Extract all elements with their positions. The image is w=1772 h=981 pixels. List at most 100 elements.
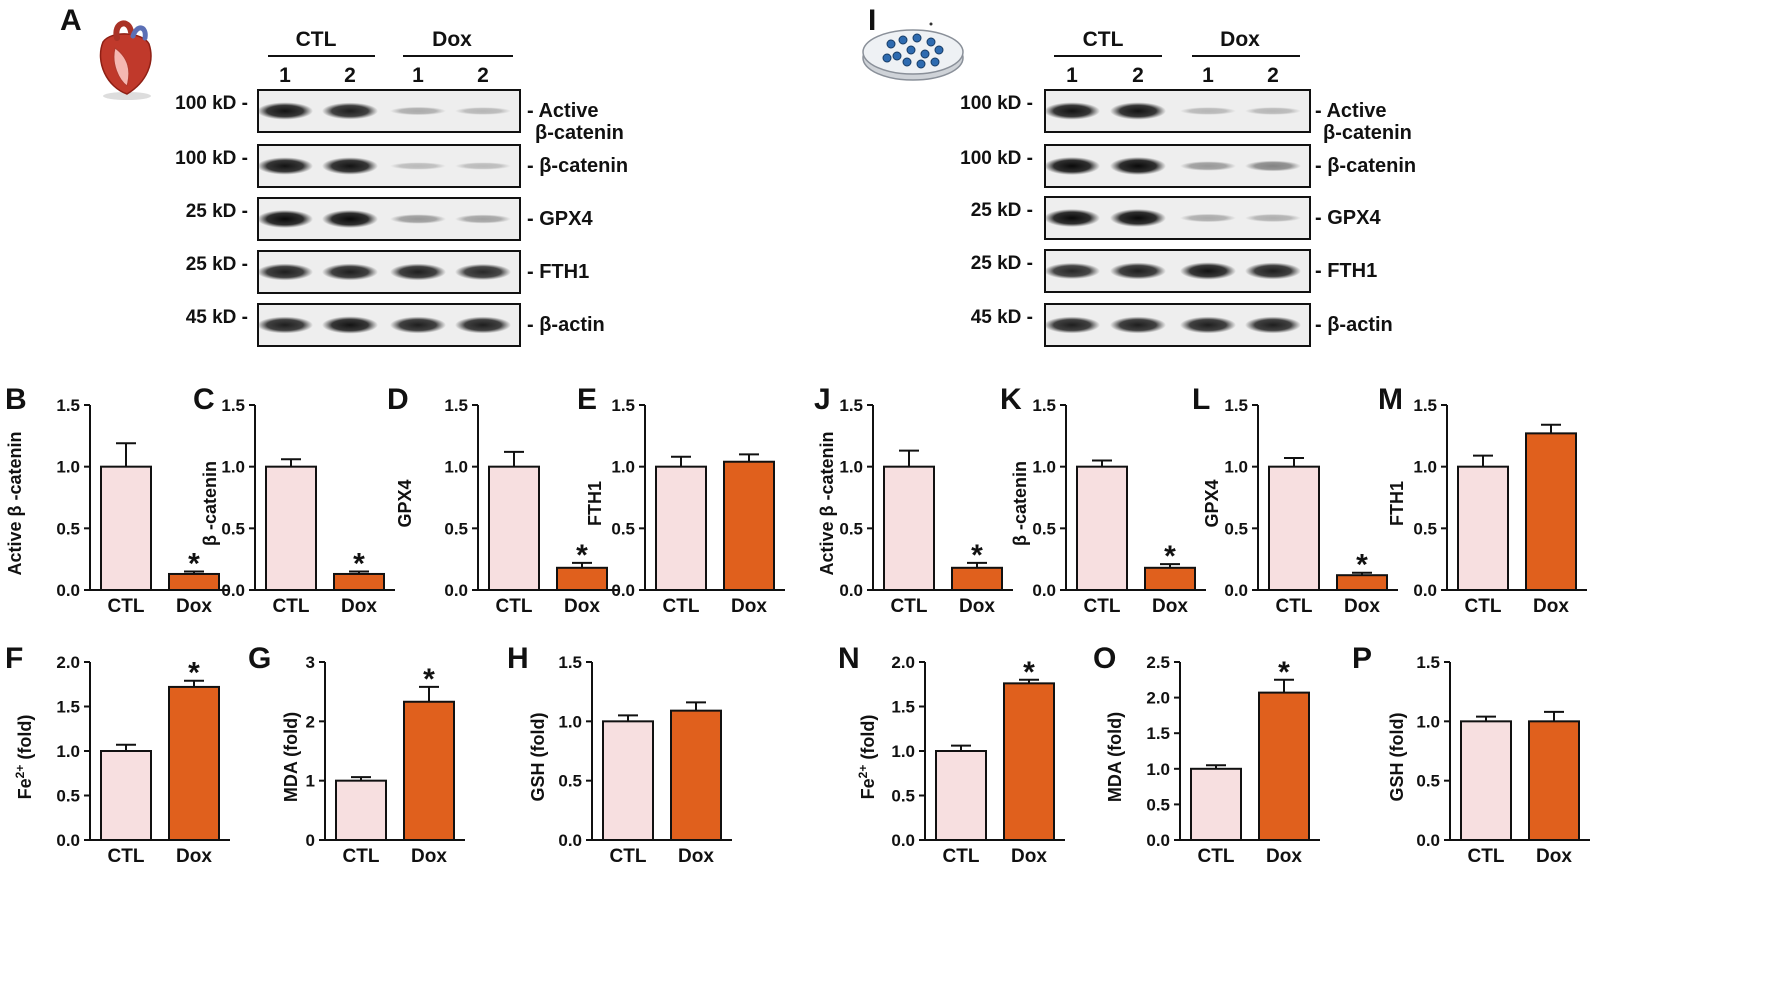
y-axis-label: β -catenin <box>200 461 220 546</box>
protein-label: - β-actin <box>1315 314 1393 336</box>
y-tick-label: 0.5 <box>558 772 582 791</box>
lane-number: 1 <box>279 64 291 87</box>
blot-band <box>455 316 511 334</box>
y-tick-label: 2.0 <box>56 653 80 672</box>
bar-ctl <box>883 465 935 591</box>
y-axis-label: Active β -catenin <box>5 431 25 575</box>
y-axis-label: GSH (fold) <box>1387 713 1407 802</box>
x-category-label: CTL <box>273 596 310 617</box>
y-tick-label: 2.5 <box>1146 653 1170 672</box>
kd-marker: 100 kD - <box>960 93 1033 114</box>
y-tick-label: 0.5 <box>891 787 915 806</box>
y-tick-label: 1.0 <box>839 458 863 477</box>
bar-dox <box>670 709 722 841</box>
y-axis-label: β -catenin <box>1010 461 1030 546</box>
bar-dox <box>1003 682 1055 841</box>
blot-band <box>1245 107 1301 115</box>
lane-number: 1 <box>412 64 424 87</box>
dish-cell <box>912 33 922 43</box>
kd-marker: 100 kD - <box>175 93 248 114</box>
panel-letter: K <box>1000 383 1022 416</box>
protein-label: β-catenin <box>535 122 624 144</box>
bar-chart-f: F Fe2+ (fold) 0.0 0.5 1.0 1.5 2.0 CTL Dox * <box>5 642 230 867</box>
blot-band <box>257 102 313 120</box>
bar-chart-k: Kβ -catenin 0.0 0.5 1.0 1.5 CTL Dox * <box>1000 383 1206 617</box>
blot-band <box>1245 316 1301 334</box>
y-tick-label: 0.0 <box>611 581 635 600</box>
dish-cell <box>906 45 916 55</box>
bar-ctl <box>100 750 152 841</box>
group-label: Dox <box>1220 28 1260 51</box>
y-tick-label: 0.5 <box>221 519 245 538</box>
bar-chart-g: G MDA (fold) 0 1 2 3 CTL Dox * <box>248 642 465 867</box>
blot-band <box>390 316 446 334</box>
y-axis-label: FTH1 <box>585 481 605 526</box>
bar-dox <box>403 700 455 842</box>
bar-dox <box>1525 432 1577 591</box>
blot-band <box>1044 316 1100 334</box>
significance-star: * <box>1164 540 1176 573</box>
y-tick-label: 0.0 <box>1146 831 1170 850</box>
blot-band <box>1044 209 1100 227</box>
blot-band <box>390 162 446 170</box>
bar-ctl <box>1076 465 1128 591</box>
panel-letter: C <box>193 383 215 416</box>
dish-cell <box>886 39 896 49</box>
y-tick-label: 1.0 <box>1416 712 1440 731</box>
protein-label: - β-actin <box>527 314 605 336</box>
blot-band <box>1180 316 1236 334</box>
y-tick-label: 1.0 <box>444 458 468 477</box>
kd-marker: 25 kD - <box>971 253 1033 274</box>
protein-label: - Active <box>527 100 599 122</box>
significance-star: * <box>353 548 365 581</box>
dish-cell <box>892 51 902 61</box>
y-tick-label: 1.5 <box>611 396 635 415</box>
dish-cell <box>934 45 944 55</box>
panel-letter: G <box>248 642 271 675</box>
x-category-label: CTL <box>343 846 380 867</box>
y-tick-label: 1.5 <box>839 396 863 415</box>
blot-band <box>1180 107 1236 115</box>
y-tick-label: 1.5 <box>1032 396 1056 415</box>
y-tick-label: 0.0 <box>1224 581 1248 600</box>
bar-dox <box>723 460 775 591</box>
blot-band <box>390 263 446 281</box>
blot-band <box>1110 102 1166 120</box>
blot-row: 100 kD - - β-catenin <box>960 144 1416 188</box>
x-category-label: CTL <box>108 596 145 617</box>
dish-dot <box>929 22 933 26</box>
y-tick-label: 1.0 <box>56 458 80 477</box>
bar-chart-m: M FTH1 0.0 0.5 1.0 1.5 CTL Dox <box>1378 383 1587 617</box>
significance-star: * <box>576 539 588 572</box>
cell-dish-icon <box>862 22 964 81</box>
kd-marker: 25 kD - <box>186 201 248 222</box>
x-category-label: Dox <box>678 846 714 867</box>
x-category-label: CTL <box>1198 846 1235 867</box>
kd-marker: 100 kD - <box>175 148 248 169</box>
blot-row: 45 kD - - β-actin <box>971 303 1393 347</box>
y-tick-label: 1.0 <box>1146 760 1170 779</box>
dish-cell <box>902 57 912 67</box>
y-tick-label: 0 <box>306 831 315 850</box>
lane-number: 2 <box>344 64 356 87</box>
y-tick-label: 0.5 <box>56 787 80 806</box>
y-tick-label: 1.0 <box>1032 458 1056 477</box>
y-tick-label: 0.0 <box>56 581 80 600</box>
x-category-label: Dox <box>1266 846 1302 867</box>
dish-cell <box>920 49 930 59</box>
blot-row: 100 kD - - β-catenin <box>175 144 628 188</box>
blot-band <box>322 316 378 334</box>
y-tick-label: 1.5 <box>1224 396 1248 415</box>
panel-letter: N <box>838 642 860 675</box>
panel-letter: J <box>814 383 831 416</box>
y-tick-label: 0.5 <box>611 519 635 538</box>
dish-cell <box>882 53 892 63</box>
blot-band <box>1180 161 1236 171</box>
blot-band <box>322 102 378 120</box>
y-tick-label: 1.5 <box>1416 653 1440 672</box>
y-tick-label: 0.0 <box>558 831 582 850</box>
y-tick-label: 1.5 <box>1413 396 1437 415</box>
blot-band <box>1044 262 1100 280</box>
bar-chart-e: E FTH1 0.0 0.5 1.0 1.5 CTL Dox <box>577 383 785 617</box>
